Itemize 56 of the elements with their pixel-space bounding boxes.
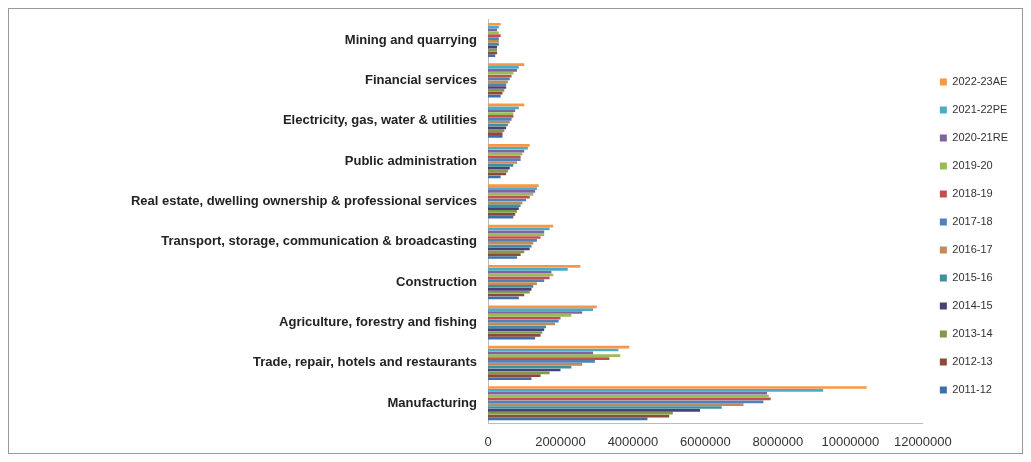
bar xyxy=(488,314,572,317)
x-tick-label: 0 xyxy=(484,433,492,449)
x-tick-label: 4000000 xyxy=(607,433,659,449)
legend-label: 2015-16 xyxy=(952,271,993,284)
bar xyxy=(488,236,541,239)
legend-label: 2017-18 xyxy=(952,215,993,228)
legend-label: 2018-19 xyxy=(952,187,993,200)
legend-label: 2012-13 xyxy=(952,355,993,368)
legend-label: 2020-21RE xyxy=(952,131,1009,144)
legend-label: 2014-15 xyxy=(952,299,993,312)
x-tick-label: 12000000 xyxy=(893,433,952,449)
y-tick-label: Construction xyxy=(396,273,478,289)
bar xyxy=(488,403,744,407)
bar xyxy=(488,400,764,404)
bar xyxy=(488,360,595,363)
y-tick-label: Manufacturing xyxy=(387,394,478,410)
bar xyxy=(488,389,824,392)
bar xyxy=(488,406,722,409)
y-tick-label: Transport, storage, communication & broadcasting xyxy=(161,233,478,249)
legend-label: 2019-20 xyxy=(952,159,993,172)
bar xyxy=(488,377,532,380)
bar xyxy=(488,175,501,179)
bar xyxy=(488,311,583,314)
y-tick-label: Public administration xyxy=(344,152,478,168)
bar xyxy=(488,374,541,378)
bar xyxy=(488,365,572,369)
bar xyxy=(488,267,568,271)
bar xyxy=(488,63,525,66)
bar xyxy=(488,336,536,340)
y-tick-label: Mining and quarrying xyxy=(344,31,478,47)
bar xyxy=(488,354,621,358)
bar xyxy=(488,386,867,389)
bar xyxy=(488,256,517,259)
bar xyxy=(488,409,700,412)
legend-label: 2016-17 xyxy=(952,243,993,256)
x-tick-label: 10000000 xyxy=(821,433,880,449)
y-tick-label: Financial services xyxy=(364,71,477,87)
legend-label: 2013-14 xyxy=(952,327,993,340)
y-tick-label: Trade, repair, hotels and restaurants xyxy=(253,354,477,370)
y-tick-label: Real estate, dwelling ownership & professional services xyxy=(130,193,477,208)
x-tick-label: 2000000 xyxy=(535,433,586,449)
legend-label: 2021-22PE xyxy=(952,103,1008,116)
x-tick-label: 8000000 xyxy=(752,433,804,449)
bar xyxy=(488,357,610,360)
y-tick-label: Electricity, gas, water & utilities xyxy=(282,112,477,128)
bar xyxy=(488,265,581,268)
legend-label: 2011-12 xyxy=(952,383,992,396)
bar xyxy=(488,279,545,283)
legend-label: 2022-23AE xyxy=(952,75,1008,88)
bar xyxy=(488,362,583,366)
bar xyxy=(488,351,594,355)
bar xyxy=(488,250,525,254)
bar xyxy=(488,276,550,280)
bar xyxy=(488,253,521,256)
x-tick-label: 6000000 xyxy=(680,433,731,449)
y-tick-label: Agriculture, forestry and fishing xyxy=(279,314,478,330)
